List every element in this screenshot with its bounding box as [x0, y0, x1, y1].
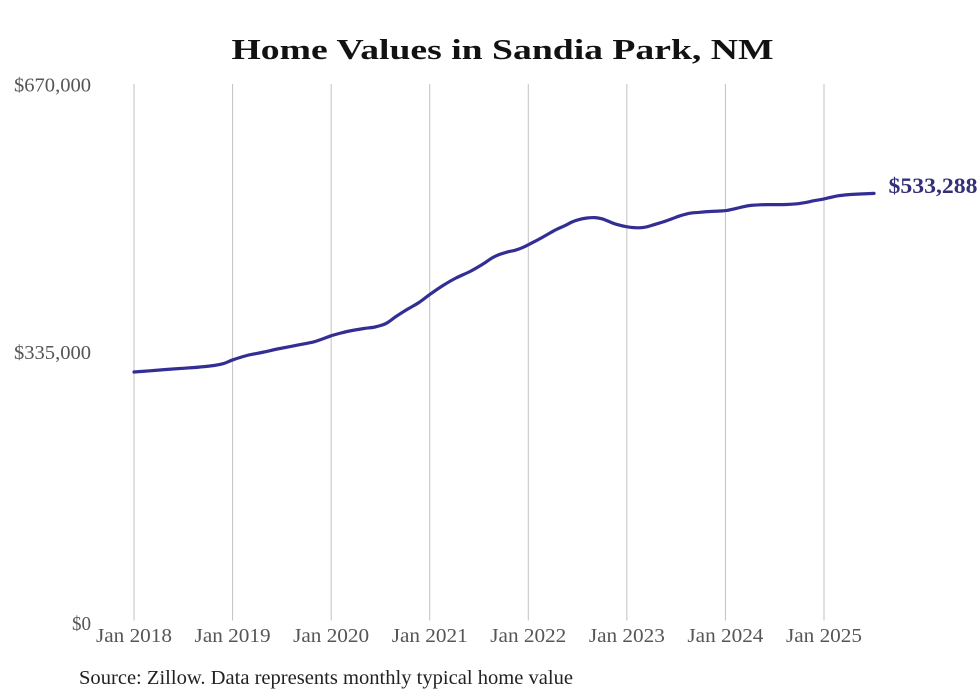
svg-text:Jan 2025: Jan 2025 [786, 625, 862, 647]
svg-text:$335,000: $335,000 [14, 342, 91, 364]
svg-text:$670,000: $670,000 [14, 75, 91, 97]
svg-text:Jan 2020: Jan 2020 [293, 625, 369, 647]
svg-text:$0: $0 [72, 613, 91, 635]
svg-text:Jan 2024: Jan 2024 [687, 625, 763, 647]
svg-text:Jan 2021: Jan 2021 [392, 625, 468, 647]
svg-text:Jan 2022: Jan 2022 [490, 625, 566, 647]
svg-text:Jan 2019: Jan 2019 [195, 625, 271, 647]
svg-text:Jan 2018: Jan 2018 [96, 625, 172, 647]
svg-text:Source: Zillow. Data represent: Source: Zillow. Data represents monthly … [79, 667, 573, 689]
svg-text:Home Values in Sandia Park, NM: Home Values in Sandia Park, NM [232, 34, 774, 66]
svg-text:Jan 2023: Jan 2023 [589, 625, 665, 647]
svg-text:$533,288: $533,288 [889, 173, 978, 198]
